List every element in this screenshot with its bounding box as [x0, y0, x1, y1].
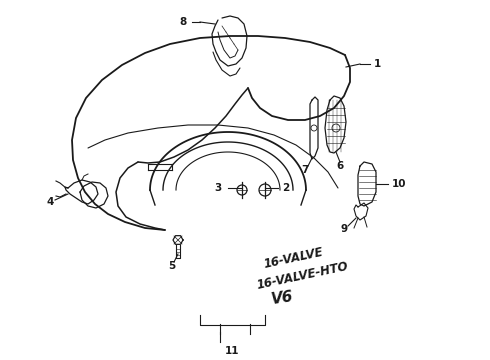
Text: 4: 4: [47, 197, 54, 207]
Text: 1: 1: [374, 59, 381, 69]
Text: 8: 8: [180, 17, 187, 27]
Text: 7: 7: [301, 165, 309, 175]
Text: 11: 11: [225, 346, 239, 356]
Text: 16-VALVE-HTO: 16-VALVE-HTO: [255, 260, 349, 292]
Text: 6: 6: [336, 161, 343, 171]
Text: 5: 5: [169, 261, 175, 271]
Text: 3: 3: [215, 183, 222, 193]
Text: 16-VALVE: 16-VALVE: [262, 245, 324, 271]
Text: 10: 10: [392, 179, 407, 189]
Text: 9: 9: [341, 224, 347, 234]
Text: 2: 2: [282, 183, 289, 193]
Text: V6: V6: [270, 289, 294, 307]
